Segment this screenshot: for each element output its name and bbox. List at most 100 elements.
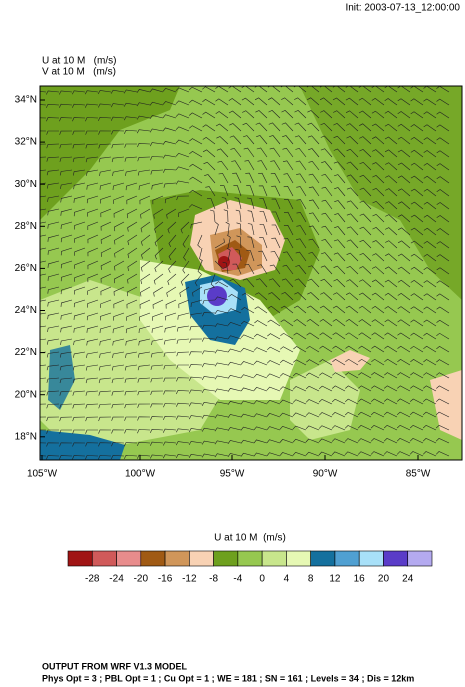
wind-barb [214, 260, 227, 270]
wind-barb [255, 292, 268, 301]
wind-barb [320, 110, 333, 119]
wind-barb [98, 364, 112, 371]
wind-barb [209, 209, 216, 223]
wind-barb [258, 185, 268, 197]
wind-barb [189, 125, 203, 132]
wind-barb [345, 372, 359, 379]
wind-barb [410, 372, 424, 379]
wind-barb [358, 372, 372, 379]
wind-barb [40, 247, 47, 250]
wind-barb [345, 345, 359, 353]
wind-barb [279, 399, 294, 405]
wind-barb [320, 292, 333, 301]
wind-barb [358, 305, 372, 314]
wind-barb [305, 425, 320, 431]
wind-barb [126, 299, 138, 309]
wind-barb [423, 293, 437, 301]
wind-barb [162, 101, 177, 106]
wind-barb [305, 451, 320, 457]
wind-barb [150, 351, 164, 358]
wind-barb [176, 364, 189, 369]
wind-barb [168, 234, 177, 248]
wind-barb [47, 286, 60, 294]
wind-barb [201, 453, 216, 458]
wind-barb [436, 176, 450, 184]
wind-barb [72, 429, 85, 434]
wind-barb [423, 254, 437, 262]
wind-barb [385, 188, 398, 197]
wind-barb [308, 186, 320, 197]
wind-barb [423, 359, 437, 366]
wind-barb [162, 154, 177, 159]
wind-barb [189, 112, 203, 119]
wind-barb [423, 111, 437, 119]
wind-barb [410, 306, 424, 314]
wind-barb [384, 385, 398, 392]
wind-barb [332, 372, 346, 379]
wind-barb [150, 390, 164, 396]
wind-barb [179, 286, 190, 297]
wind-barb [372, 227, 385, 236]
wind-barb [268, 122, 281, 132]
wind-barb [126, 286, 138, 297]
wind-barb [269, 135, 281, 145]
wind-barb [308, 199, 320, 210]
wind-barb [150, 403, 164, 408]
wind-barb [295, 147, 307, 158]
wind-barb [153, 286, 164, 297]
wind-barb [124, 416, 137, 421]
wind-barb [331, 451, 346, 457]
wind-barb [136, 102, 151, 107]
wind-barb [321, 186, 333, 197]
wind-barb [229, 135, 242, 145]
wind-barb [423, 201, 437, 210]
field-label: U at 10 M (m/s) [42, 56, 116, 67]
wind-barb [240, 387, 255, 392]
colorbar: -28 -24 -20 -16 -12 -8 -4 0 4 8 12 16 20 24 [67, 550, 433, 585]
wind-barb [40, 429, 47, 431]
wind-barb [280, 332, 294, 340]
wind-barb [98, 116, 112, 122]
wind-barb [345, 305, 359, 314]
wind-barb [72, 442, 86, 447]
wind-barb [332, 332, 346, 340]
wind-barb [139, 299, 151, 309]
wind-barb [269, 264, 281, 275]
wind-barb [126, 195, 138, 205]
wind-barb [410, 345, 424, 353]
wind-barb [124, 156, 138, 162]
wind-barb [436, 359, 450, 366]
wind-barb [207, 198, 216, 210]
wind-barb [214, 388, 229, 393]
footer-title: OUTPUT FROM WRF V1.3 MODEL [42, 661, 188, 671]
wind-barb [409, 424, 424, 431]
wind-barb [202, 137, 216, 145]
wind-barb [254, 320, 268, 327]
wind-barb [163, 390, 177, 395]
wind-barb [256, 135, 268, 145]
wind-barb [74, 247, 86, 256]
wind-barb [40, 325, 47, 328]
wind-barb [397, 319, 411, 327]
wind-barb [72, 455, 86, 460]
wind-barb [98, 403, 112, 409]
wind-barb [188, 453, 203, 458]
wind-barb [397, 345, 411, 353]
wind-barb [320, 265, 333, 275]
wind-barb [321, 239, 333, 249]
lon-label: 100°W [125, 469, 156, 480]
wind-barb [334, 187, 346, 197]
wind-barb [268, 110, 281, 119]
wind-barb [240, 452, 255, 457]
wind-barb [346, 123, 359, 132]
wind-barb [111, 143, 125, 149]
wind-barb [344, 425, 359, 431]
wind-barb [292, 386, 307, 392]
wind-barb [72, 416, 86, 422]
wind-barb [333, 279, 346, 288]
wind-barb [281, 122, 294, 132]
wind-barb [423, 124, 437, 132]
wind-barb [139, 312, 151, 321]
wind-barb [40, 117, 47, 119]
wind-barb [137, 143, 151, 148]
